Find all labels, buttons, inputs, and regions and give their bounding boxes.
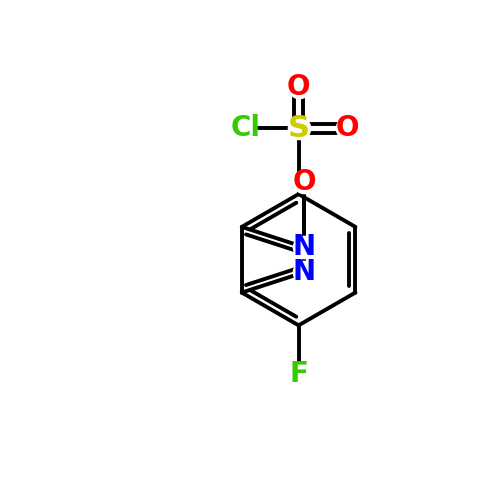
- Text: O: O: [336, 114, 359, 142]
- Text: S: S: [288, 114, 310, 143]
- Text: F: F: [289, 360, 308, 388]
- Text: O: O: [292, 168, 316, 196]
- Text: Cl: Cl: [230, 114, 260, 142]
- Text: N: N: [292, 233, 316, 261]
- Text: O: O: [287, 73, 310, 101]
- Text: N: N: [292, 258, 316, 286]
